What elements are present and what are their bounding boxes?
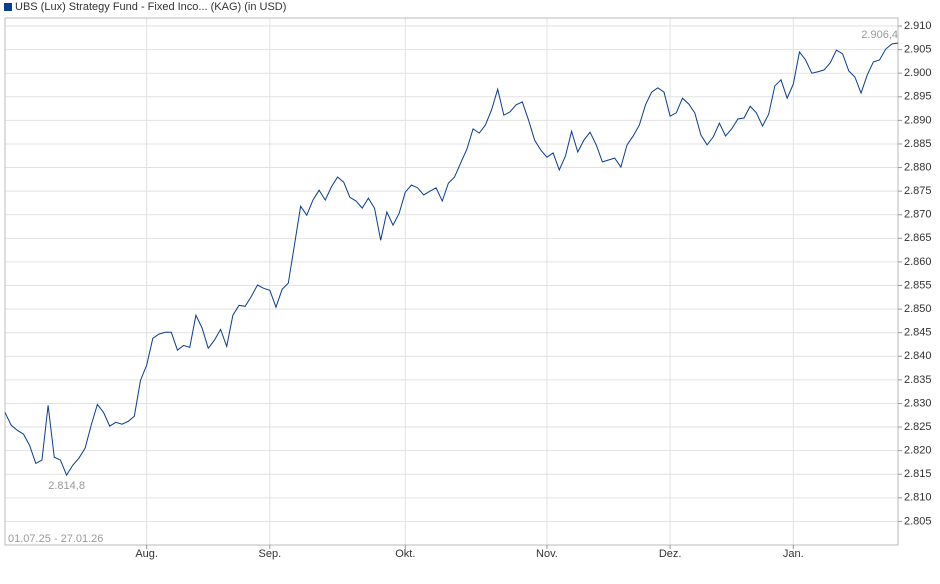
- y-tick-label: 2.890: [904, 114, 932, 126]
- y-tick-label: 2.880: [904, 161, 932, 173]
- x-tick-label: Jan.: [783, 548, 804, 560]
- annotation: 2.814,8: [48, 480, 85, 492]
- y-tick-label: 2.830: [904, 397, 932, 409]
- y-tick-label: 2.815: [904, 468, 932, 480]
- x-tick-label: Aug.: [135, 548, 158, 560]
- legend-swatch: [4, 3, 12, 11]
- x-tick-label: Dez.: [659, 548, 682, 560]
- y-tick-label: 2.805: [904, 515, 932, 527]
- y-tick-label: 2.885: [904, 138, 932, 150]
- y-tick-label: 2.835: [904, 374, 932, 386]
- y-tick-label: 2.855: [904, 279, 932, 291]
- y-tick-label: 2.905: [904, 44, 932, 56]
- y-tick-label: 2.810: [904, 492, 932, 504]
- legend-label: UBS (Lux) Strategy Fund - Fixed Inco... …: [15, 1, 286, 13]
- plot-frame: [4, 17, 899, 546]
- y-tick-label: 2.870: [904, 209, 932, 221]
- y-tick-label: 2.850: [904, 303, 932, 315]
- x-tick-label: Okt.: [395, 548, 415, 560]
- x-tick-label: Nov.: [536, 548, 558, 560]
- date-range: 01.07.25 - 27.01.26: [8, 533, 103, 545]
- annotation: 2.906,4: [861, 29, 898, 41]
- y-tick-label: 2.845: [904, 327, 932, 339]
- y-tick-label: 2.820: [904, 445, 932, 457]
- y-tick-label: 2.900: [904, 67, 932, 79]
- y-tick-label: 2.895: [904, 91, 932, 103]
- line-series: [4, 42, 899, 477]
- y-tick-label: 2.910: [904, 20, 932, 32]
- y-tick-label: 2.860: [904, 256, 932, 268]
- y-tick-label: 2.875: [904, 185, 932, 197]
- y-tick-label: 2.865: [904, 232, 932, 244]
- y-tick-label: 2.840: [904, 350, 932, 362]
- x-tick-label: Sep.: [259, 548, 282, 560]
- y-tick-label: 2.825: [904, 421, 932, 433]
